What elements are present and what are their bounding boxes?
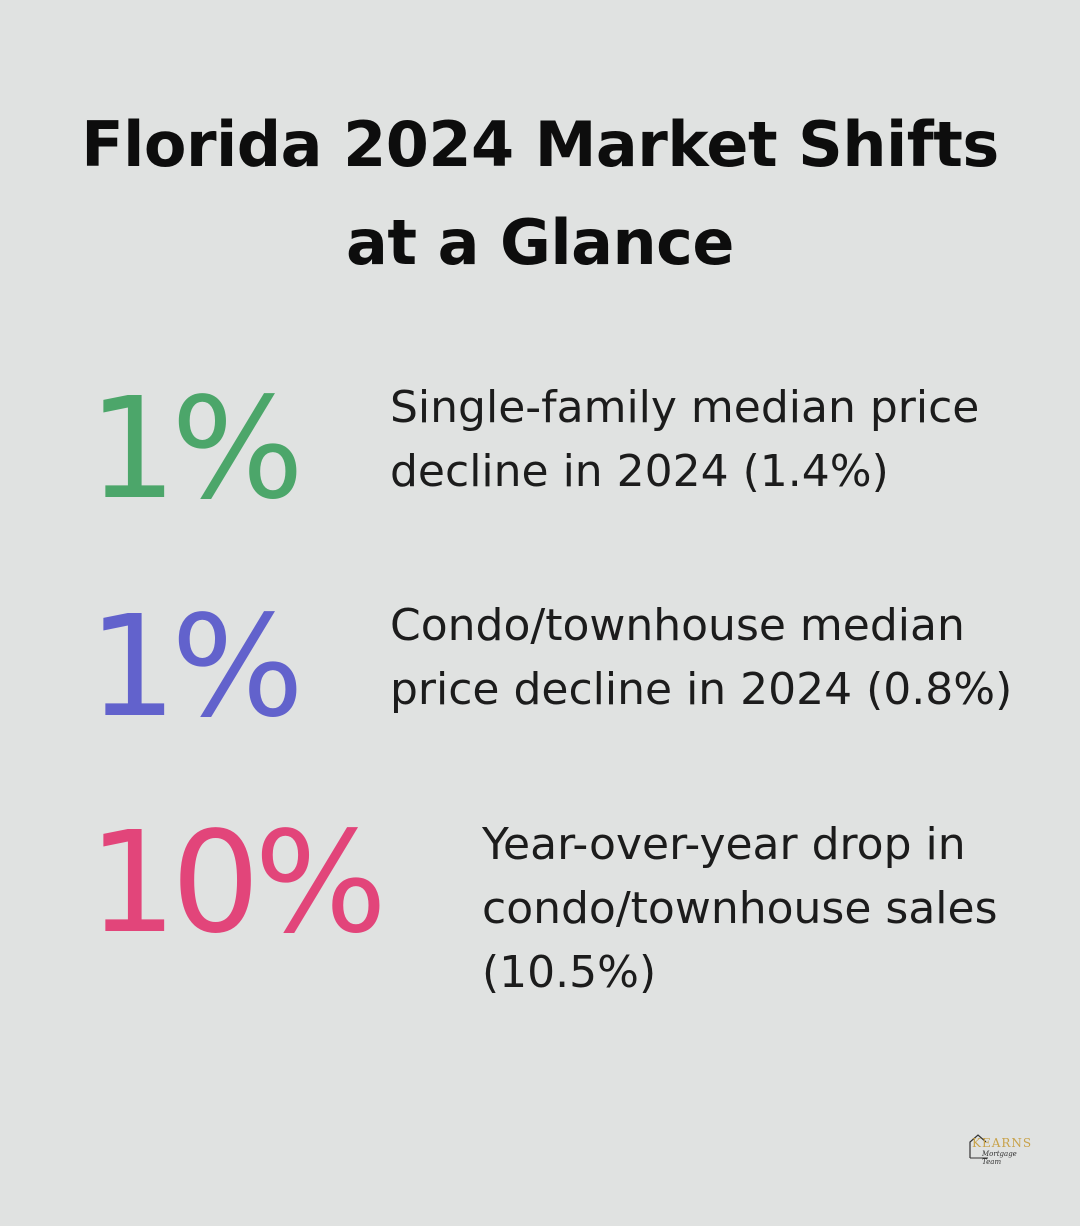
title-line-1: Florida 2024 Market Shifts [81, 108, 999, 181]
stat-label: Condo/townhouse median price decline in … [390, 600, 1013, 715]
logo-wordmark: KEARNS [972, 1136, 1033, 1150]
logo-tagline: Mortgage Team [982, 1150, 1017, 1166]
house-outline-icon [969, 1134, 988, 1159]
brand-logo: KEARNS Mortgage Team [968, 1130, 1034, 1166]
page-title: Florida 2024 Market Shifts at a Glance [40, 96, 1040, 292]
title-line-2: at a Glance [346, 206, 734, 279]
stat-value: 10% [88, 802, 387, 965]
stat-label: Single-family median price decline in 20… [390, 382, 980, 497]
stat-value: 1% [88, 586, 304, 749]
stat-value: 1% [88, 368, 304, 531]
stat-label: Year-over-year drop in condo/townhouse s… [482, 819, 998, 998]
